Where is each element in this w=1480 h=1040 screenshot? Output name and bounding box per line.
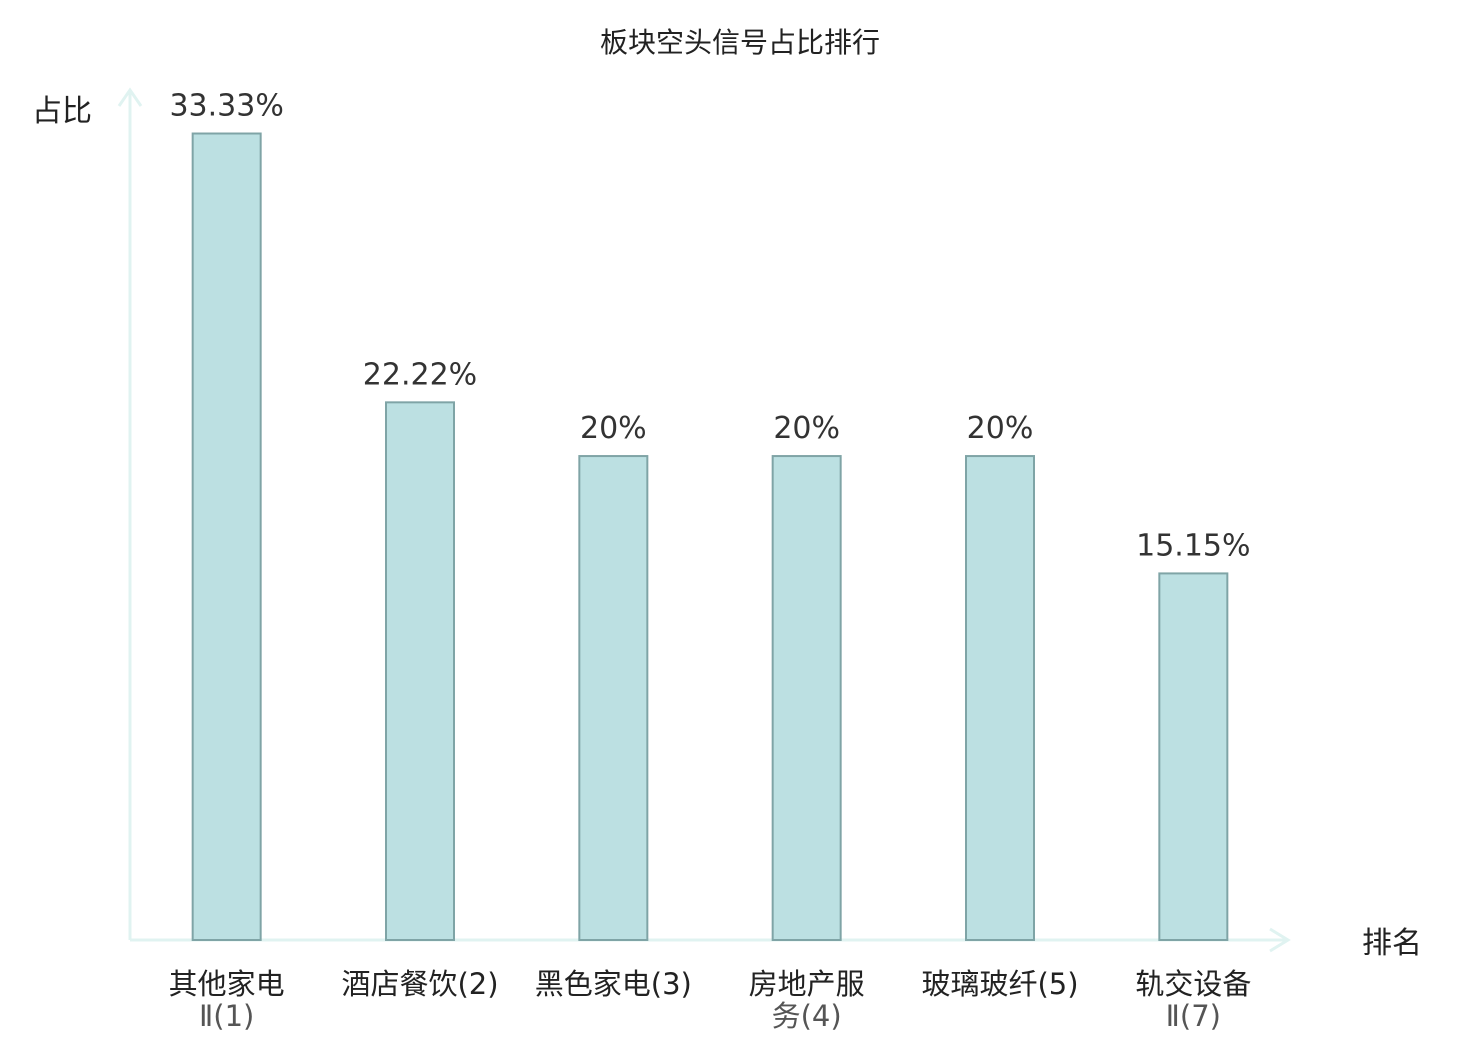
category-label-6-line-2: Ⅱ(7) (1166, 999, 1221, 1033)
chart-title: 板块空头信号占比排行 (600, 26, 880, 59)
value-label-4: 20% (773, 411, 840, 446)
value-label-1: 33.33% (169, 89, 283, 124)
value-label-6: 15.15% (1136, 528, 1250, 563)
category-label-2-line-1: 酒店餐饮(2) (341, 967, 498, 1001)
value-label-3: 20% (580, 411, 647, 446)
category-label-1-line-2: Ⅱ(1) (199, 999, 254, 1033)
category-label-1-line-1: 其他家电 (169, 967, 285, 1001)
y-axis-arrow (117, 87, 143, 107)
category-label-6-line-1: 轨交设备 (1135, 967, 1251, 1001)
bars (191, 132, 1229, 942)
value-label-5: 20% (967, 411, 1034, 446)
bar-1 (191, 132, 262, 942)
category-label-5-line-1: 玻璃玻纤(5) (921, 967, 1078, 1001)
bar-3 (578, 455, 649, 941)
axes (117, 87, 1291, 953)
bar-5 (965, 455, 1035, 941)
category-label-3-line-1: 黑色家电(3) (535, 967, 692, 1001)
x-axis-label: 排名 (1362, 926, 1422, 961)
bar-4 (771, 455, 842, 941)
bar-2 (385, 401, 455, 942)
value-label-2: 22.22% (363, 357, 477, 392)
x-axis-arrow (1269, 927, 1291, 953)
category-label-4-line-2: 务(4) (772, 999, 842, 1033)
y-axis-label: 占比 (32, 94, 92, 129)
bar-6 (1158, 572, 1229, 941)
category-label-4-line-1: 房地产服 (749, 967, 865, 1001)
value-labels: 33.33% 22.22% 20% 20% 20% 15.15% (169, 89, 1250, 564)
